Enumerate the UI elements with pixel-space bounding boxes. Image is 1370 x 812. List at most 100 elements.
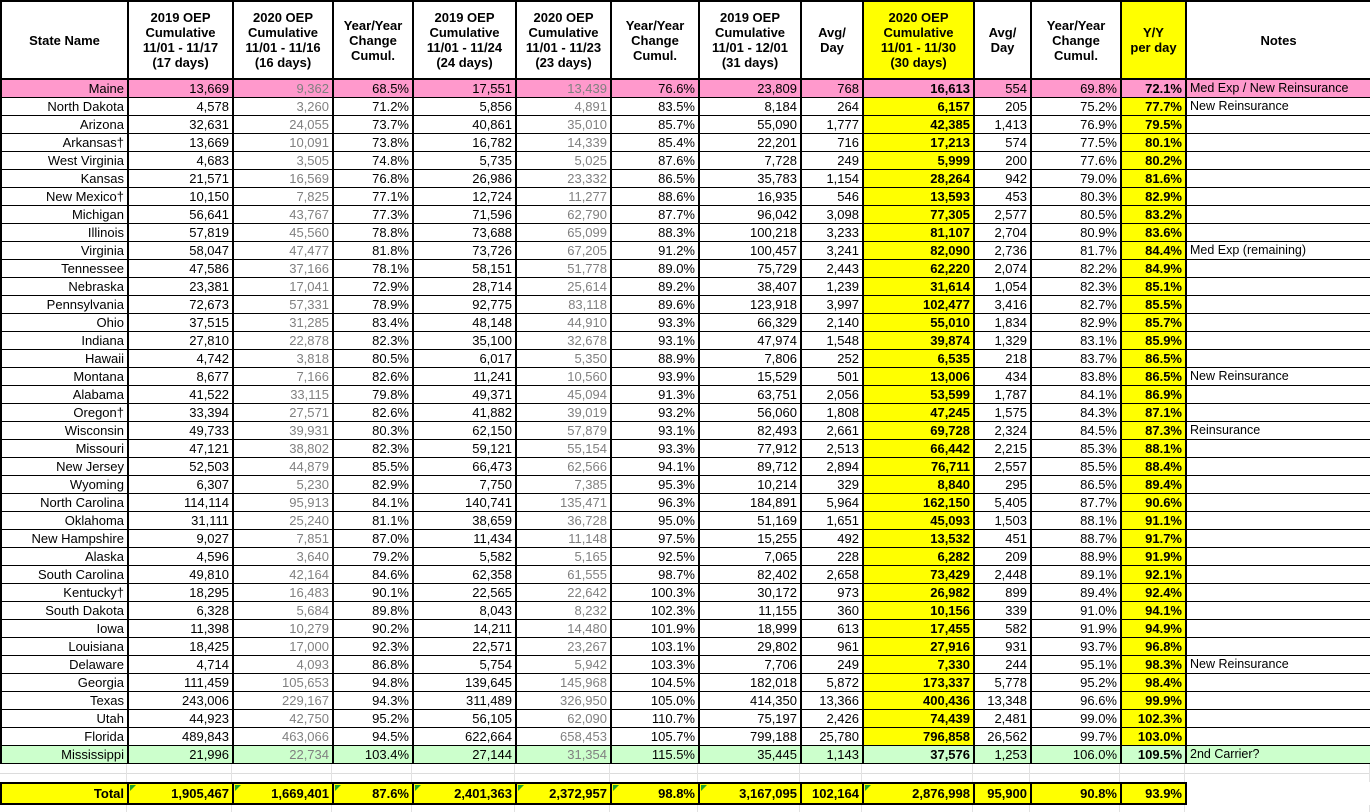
value-cell[interactable]: 81.8% (332, 240, 414, 260)
value-cell[interactable]: 93.3% (610, 312, 700, 332)
value-cell[interactable]: 81.1% (332, 510, 414, 530)
value-cell[interactable]: 5,856 (412, 96, 517, 116)
value-cell[interactable]: 716 (800, 132, 864, 152)
state-name-cell[interactable]: Alabama (0, 384, 129, 404)
value-cell[interactable]: 21,996 (127, 744, 234, 764)
state-name-cell[interactable]: Hawaii (0, 348, 129, 368)
value-cell[interactable]: 94.5% (332, 726, 414, 746)
value-cell[interactable]: 26,986 (412, 168, 517, 188)
value-cell[interactable]: 7,750 (412, 474, 517, 494)
value-cell[interactable]: 9,362 (232, 78, 334, 98)
value-cell[interactable]: 67,205 (515, 240, 612, 260)
value-cell[interactable]: 94.8% (332, 672, 414, 692)
value-cell[interactable]: 2,513 (800, 438, 864, 458)
value-cell[interactable]: 5,684 (232, 600, 334, 620)
value-cell[interactable]: 1,253 (973, 744, 1032, 764)
value-cell[interactable]: 613 (800, 618, 864, 638)
value-cell[interactable]: 82.6% (332, 366, 414, 386)
value-cell[interactable]: 1,651 (800, 510, 864, 530)
value-cell[interactable]: 1,239 (800, 276, 864, 296)
column-header-yy-change-2[interactable]: Year/Year Change Cumul. (610, 0, 700, 80)
value-cell[interactable]: 93.1% (610, 330, 700, 350)
value-cell[interactable]: 51,169 (698, 510, 802, 530)
value-cell[interactable]: 55,154 (515, 438, 612, 458)
value-cell[interactable]: 68.5% (332, 78, 414, 98)
column-header-2019-oep-17d[interactable]: 2019 OEP Cumulative 11/01 - 11/17 (17 da… (127, 0, 234, 80)
total-label-cell[interactable]: Total (0, 781, 129, 805)
value-cell[interactable]: 162,150 (862, 492, 975, 512)
value-cell[interactable]: 86.9% (1120, 384, 1187, 404)
state-name-cell[interactable]: Arizona (0, 114, 129, 134)
value-cell[interactable]: 69,728 (862, 420, 975, 440)
value-cell[interactable]: 47,974 (698, 330, 802, 350)
value-cell[interactable]: 87.3% (1120, 420, 1187, 440)
value-cell[interactable]: 38,802 (232, 438, 334, 458)
column-header-2019-oep-31d[interactable]: 2019 OEP Cumulative 11/01 - 12/01 (31 da… (698, 0, 802, 80)
value-cell[interactable]: 42,750 (232, 708, 334, 728)
value-cell[interactable]: 91.9% (1030, 618, 1122, 638)
value-cell[interactable]: 76.9% (1030, 114, 1122, 134)
value-cell[interactable]: 47,121 (127, 438, 234, 458)
value-cell[interactable]: 77.3% (332, 204, 414, 224)
value-cell[interactable]: 71,596 (412, 204, 517, 224)
value-cell[interactable]: 51,778 (515, 258, 612, 278)
value-cell[interactable]: 13,348 (973, 690, 1032, 710)
value-cell[interactable]: 492 (800, 528, 864, 548)
state-name-cell[interactable]: Michigan (0, 204, 129, 224)
note-cell[interactable]: Reinsurance (1185, 420, 1370, 440)
value-cell[interactable]: 360 (800, 600, 864, 620)
value-cell[interactable]: 55,010 (862, 312, 975, 332)
value-cell[interactable]: 93.1% (610, 420, 700, 440)
value-cell[interactable]: 80.1% (1120, 132, 1187, 152)
value-cell[interactable]: 44,879 (232, 456, 334, 476)
value-cell[interactable]: 80.3% (1030, 186, 1122, 206)
value-cell[interactable]: 81.7% (1030, 240, 1122, 260)
value-cell[interactable]: 55,090 (698, 114, 802, 134)
column-header-state-name[interactable]: State Name (0, 0, 129, 80)
value-cell[interactable]: 173,337 (862, 672, 975, 692)
value-cell[interactable]: 102,477 (862, 294, 975, 314)
note-cell[interactable] (1185, 492, 1370, 512)
value-cell[interactable]: 72.1% (1120, 78, 1187, 98)
value-cell[interactable]: 88.6% (610, 186, 700, 206)
value-cell[interactable]: 41,522 (127, 384, 234, 404)
value-cell[interactable]: 86.5% (1120, 348, 1187, 368)
column-header-2020-oep-16d[interactable]: 2020 OEP Cumulative 11/01 - 11/16 (16 da… (232, 0, 334, 80)
value-cell[interactable]: 16,935 (698, 186, 802, 206)
value-cell[interactable]: 84.1% (1030, 384, 1122, 404)
value-cell[interactable]: 85.4% (610, 132, 700, 152)
value-cell[interactable]: 1,143 (800, 744, 864, 764)
value-cell[interactable]: 5,582 (412, 546, 517, 566)
state-name-cell[interactable]: Ohio (0, 312, 129, 332)
value-cell[interactable]: 658,453 (515, 726, 612, 746)
value-cell[interactable]: 71.2% (332, 96, 414, 116)
value-cell[interactable]: 101.9% (610, 618, 700, 638)
value-cell[interactable]: 329 (800, 474, 864, 494)
value-cell[interactable]: 13,439 (515, 78, 612, 98)
value-cell[interactable]: 1,808 (800, 402, 864, 422)
value-cell[interactable]: 17,000 (232, 636, 334, 656)
value-cell[interactable]: 42,385 (862, 114, 975, 134)
note-cell[interactable] (1185, 582, 1370, 602)
value-cell[interactable]: 77.1% (332, 186, 414, 206)
value-cell[interactable]: 57,879 (515, 420, 612, 440)
value-cell[interactable]: 2,658 (800, 564, 864, 584)
value-cell[interactable]: 400,436 (862, 690, 975, 710)
value-cell[interactable]: 11,155 (698, 600, 802, 620)
value-cell[interactable]: 84.4% (1120, 240, 1187, 260)
value-cell[interactable]: 84.5% (1030, 420, 1122, 440)
state-name-cell[interactable]: Iowa (0, 618, 129, 638)
note-cell[interactable] (1185, 528, 1370, 548)
total-value-cell[interactable]: 98.8% (610, 781, 700, 805)
note-cell[interactable]: 2nd Carrier? (1185, 744, 1370, 764)
total-value-cell[interactable]: 2,372,957 (515, 781, 612, 805)
value-cell[interactable]: 57,331 (232, 294, 334, 314)
value-cell[interactable]: 88.7% (1030, 528, 1122, 548)
value-cell[interactable]: 8,840 (862, 474, 975, 494)
value-cell[interactable]: 11,434 (412, 528, 517, 548)
value-cell[interactable]: 10,560 (515, 366, 612, 386)
value-cell[interactable]: 93.7% (1030, 636, 1122, 656)
value-cell[interactable]: 182,018 (698, 672, 802, 692)
value-cell[interactable]: 1,054 (973, 276, 1032, 296)
value-cell[interactable]: 95.1% (1030, 654, 1122, 674)
